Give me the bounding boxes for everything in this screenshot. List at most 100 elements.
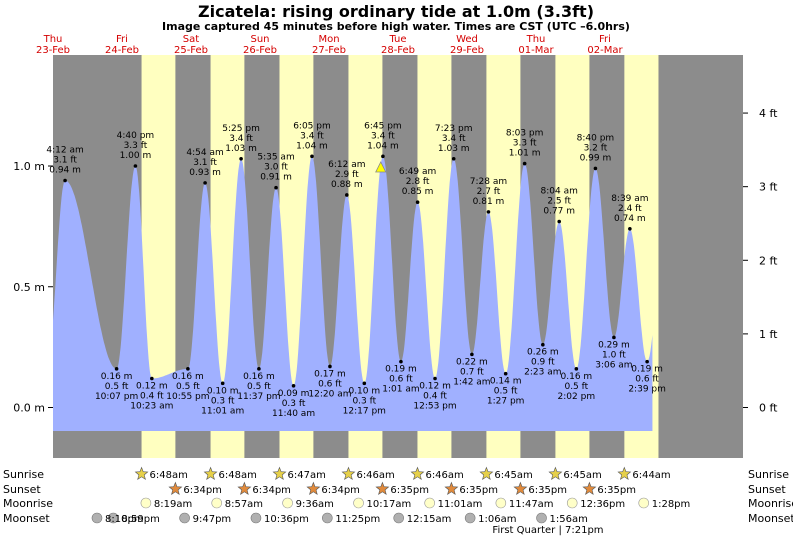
tide-extreme-point [451, 156, 456, 161]
sun-star-icon [341, 466, 356, 480]
low-tide-m: 0.14 m [490, 377, 522, 387]
low-tide-time: 1:42 am [453, 377, 490, 387]
tide-extreme-point [203, 181, 207, 185]
high-tide-m: 0.85 m [402, 187, 434, 197]
tide-extreme-point [310, 154, 314, 159]
tide-extreme-point [612, 335, 616, 340]
day-date: 28-Feb [381, 45, 415, 56]
day-name: Fri [116, 34, 128, 45]
low-tide-ft: 0.7 ft [460, 367, 484, 377]
sun-star-icon [375, 481, 390, 495]
tide-extreme-point [470, 352, 474, 357]
sun-star-icon [617, 466, 632, 480]
high-tide-ft: 3.3 ft [124, 141, 148, 151]
right-axis-label: 0 ft [759, 402, 778, 415]
high-tide-m: 0.94 m [49, 165, 81, 175]
day-date: 01-Mar [518, 45, 554, 56]
tide-extreme-point [239, 156, 243, 161]
astro-event-time: 8:57am [225, 499, 263, 510]
astro-row-label-left: Sunset [3, 483, 41, 496]
sun-star-icon [168, 481, 183, 495]
low-tide-ft: 0.9 ft [531, 358, 555, 368]
low-tide-ft: 0.4 ft [423, 392, 447, 402]
low-tide-time: 2:23 am [524, 368, 561, 378]
moonrise-icon [353, 497, 364, 509]
low-tide-m: 0.29 m [598, 340, 630, 350]
low-tide-ft: 0.5 ft [247, 382, 271, 392]
high-tide-ft: 3.4 ft [371, 131, 395, 141]
tide-extreme-point [593, 166, 598, 171]
high-tide-m: 0.88 m [331, 180, 363, 190]
day-date: 29-Feb [450, 45, 484, 56]
high-tide-ft: 2.4 ft [618, 204, 642, 214]
moonset-icon [91, 512, 103, 524]
astro-row-label-left: Moonset [3, 512, 50, 525]
high-tide-m: 0.91 m [260, 173, 292, 183]
tide-extreme-point [557, 219, 562, 224]
low-tide-ft: 0.5 ft [494, 387, 518, 397]
high-tide-ft: 2.7 ft [477, 187, 501, 197]
astro-event-time: 10:36pm [264, 514, 309, 525]
high-tide-time: 6:12 am [328, 160, 365, 170]
low-tide-ft: 0.5 ft [564, 382, 588, 392]
sun-star-icon [548, 466, 563, 480]
high-tide-ft: 3.0 ft [264, 163, 288, 173]
moonrise-icon [140, 497, 152, 509]
tide-extreme-point [220, 381, 225, 386]
day-date: 02-Mar [587, 45, 623, 56]
high-tide-ft: 2.9 ft [335, 170, 359, 180]
low-tide-m: 0.12 m [419, 382, 451, 392]
high-tide-time: 5:35 am [257, 153, 294, 163]
tide-extreme-point [433, 376, 437, 381]
astro-event-time: 6:35pm [528, 485, 567, 496]
sun-star-icon [479, 466, 494, 480]
low-tide-m: 0.16 m [101, 372, 133, 382]
day-name: Thu [526, 34, 546, 45]
astro-event-time: 6:35pm [597, 485, 636, 496]
astro-event-time: 6:35pm [459, 485, 498, 496]
sun-star-icon [237, 481, 252, 495]
tide-extreme-point [415, 200, 420, 205]
sun-star-icon [203, 466, 218, 480]
low-tide-m: 0.10 m [207, 386, 239, 396]
astro-event-time: 6:34pm [183, 485, 222, 496]
low-tide-m: 0.19 m [631, 365, 663, 375]
tide-extreme-point [628, 226, 632, 231]
high-tide-m: 0.93 m [189, 168, 221, 178]
day-name: Sun [250, 34, 269, 45]
low-tide-time: 11:37 pm [237, 392, 280, 402]
left-axis-label: 0.5 m [13, 281, 45, 294]
moonrise-icon [424, 497, 435, 509]
low-tide-m: 0.26 m [527, 348, 559, 358]
high-tide-m: 0.99 m [580, 153, 612, 163]
low-tide-m: 0.10 m [348, 386, 380, 396]
day-name: Wed [456, 34, 478, 45]
plot-area [53, 55, 743, 458]
right-axis-label: 4 ft [759, 107, 778, 120]
astro-row-label-left: Sunrise [3, 468, 44, 481]
moonset-icon [536, 512, 547, 524]
tide-extreme-point [328, 364, 332, 369]
astro-event-time: 11:47am [509, 499, 554, 510]
day-date: 26-Feb [243, 45, 277, 56]
astro-event-time: 10:17am [367, 499, 412, 510]
moonrise-icon [638, 497, 650, 509]
high-tide-time: 4:54 am [186, 148, 223, 158]
moon-phase-note: First Quarter | 7:21pm [492, 525, 603, 536]
sun-star-icon [306, 481, 321, 495]
low-tide-time: 2:39 pm [628, 385, 666, 395]
tide-extreme-point [486, 210, 491, 214]
high-tide-m: 0.74 m [614, 214, 646, 224]
astro-table: Sunrise Sunrise 6:48am 6:48am 6:47am 6:46am 6:… [3, 466, 793, 525]
astro-event-time: 12:36pm [580, 499, 625, 510]
low-tide-m: 0.16 m [561, 372, 593, 382]
day-header: Thu23-FebFri24-FebSat25-FebSun26-FebMon2… [36, 34, 624, 56]
astro-event-time: 6:46am [356, 470, 394, 481]
high-tide-ft: 2.8 ft [406, 177, 430, 187]
high-tide-ft: 2.5 ft [547, 197, 571, 207]
astro-event-time: 6:46am [425, 470, 463, 481]
moonrise-icon [566, 497, 578, 509]
astro-row-label-left: Moonrise [3, 497, 53, 510]
